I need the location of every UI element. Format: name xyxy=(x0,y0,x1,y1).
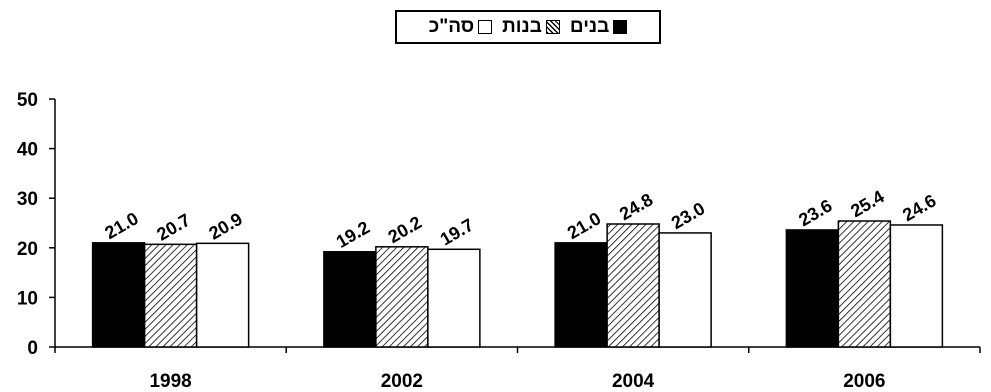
legend-label-boys: בנים xyxy=(569,16,610,37)
bar-boys xyxy=(554,242,608,348)
data-label: 20.2 xyxy=(385,212,425,247)
legend-swatch-hatched xyxy=(545,20,560,34)
y-tick-label: 30 xyxy=(17,189,38,210)
x-tick-label: 2004 xyxy=(612,371,655,392)
legend: בנים בנות סה"כ xyxy=(395,10,661,44)
bar-girls xyxy=(375,246,429,348)
x-tick-label: 1998 xyxy=(149,371,191,392)
y-tick-label: 0 xyxy=(27,338,38,359)
y-tick-label: 10 xyxy=(17,288,38,309)
legend-label-total: סה"כ xyxy=(428,16,475,37)
bar-girls xyxy=(143,243,198,348)
legend-item-boys: בנים xyxy=(569,16,628,38)
data-label: 20.9 xyxy=(205,209,245,244)
bar-girls xyxy=(837,220,892,348)
legend-item-girls: בנות xyxy=(502,16,560,38)
data-label: 23.6 xyxy=(795,195,835,230)
data-label: 21.0 xyxy=(564,208,604,243)
data-label: 21.0 xyxy=(101,208,141,243)
x-tick-label: 2002 xyxy=(381,371,423,392)
x-tick-label: 2006 xyxy=(843,371,885,392)
bar-total xyxy=(195,242,250,348)
y-tick-label: 50 xyxy=(17,90,38,111)
bar-boys xyxy=(785,229,840,348)
data-label: 23.0 xyxy=(668,198,708,233)
bar-total xyxy=(658,232,712,348)
legend-label-girls: בנות xyxy=(502,16,542,37)
bar-boys xyxy=(323,251,377,348)
bar-total xyxy=(889,224,944,348)
y-tick-label: 40 xyxy=(17,140,38,161)
data-label: 24.6 xyxy=(899,190,939,225)
bar-total xyxy=(427,248,481,348)
legend-swatch-solid xyxy=(613,20,628,34)
data-label: 25.4 xyxy=(847,186,887,221)
legend-swatch-open xyxy=(478,20,493,34)
bar-boys xyxy=(91,242,146,348)
data-label: 19.2 xyxy=(333,217,373,252)
bar-girls xyxy=(606,223,660,348)
data-label: 24.8 xyxy=(616,189,656,224)
legend-item-total: סה"כ xyxy=(428,16,493,38)
data-label: 20.7 xyxy=(153,210,193,245)
y-tick-label: 20 xyxy=(17,239,38,260)
data-label: 19.7 xyxy=(437,215,477,250)
